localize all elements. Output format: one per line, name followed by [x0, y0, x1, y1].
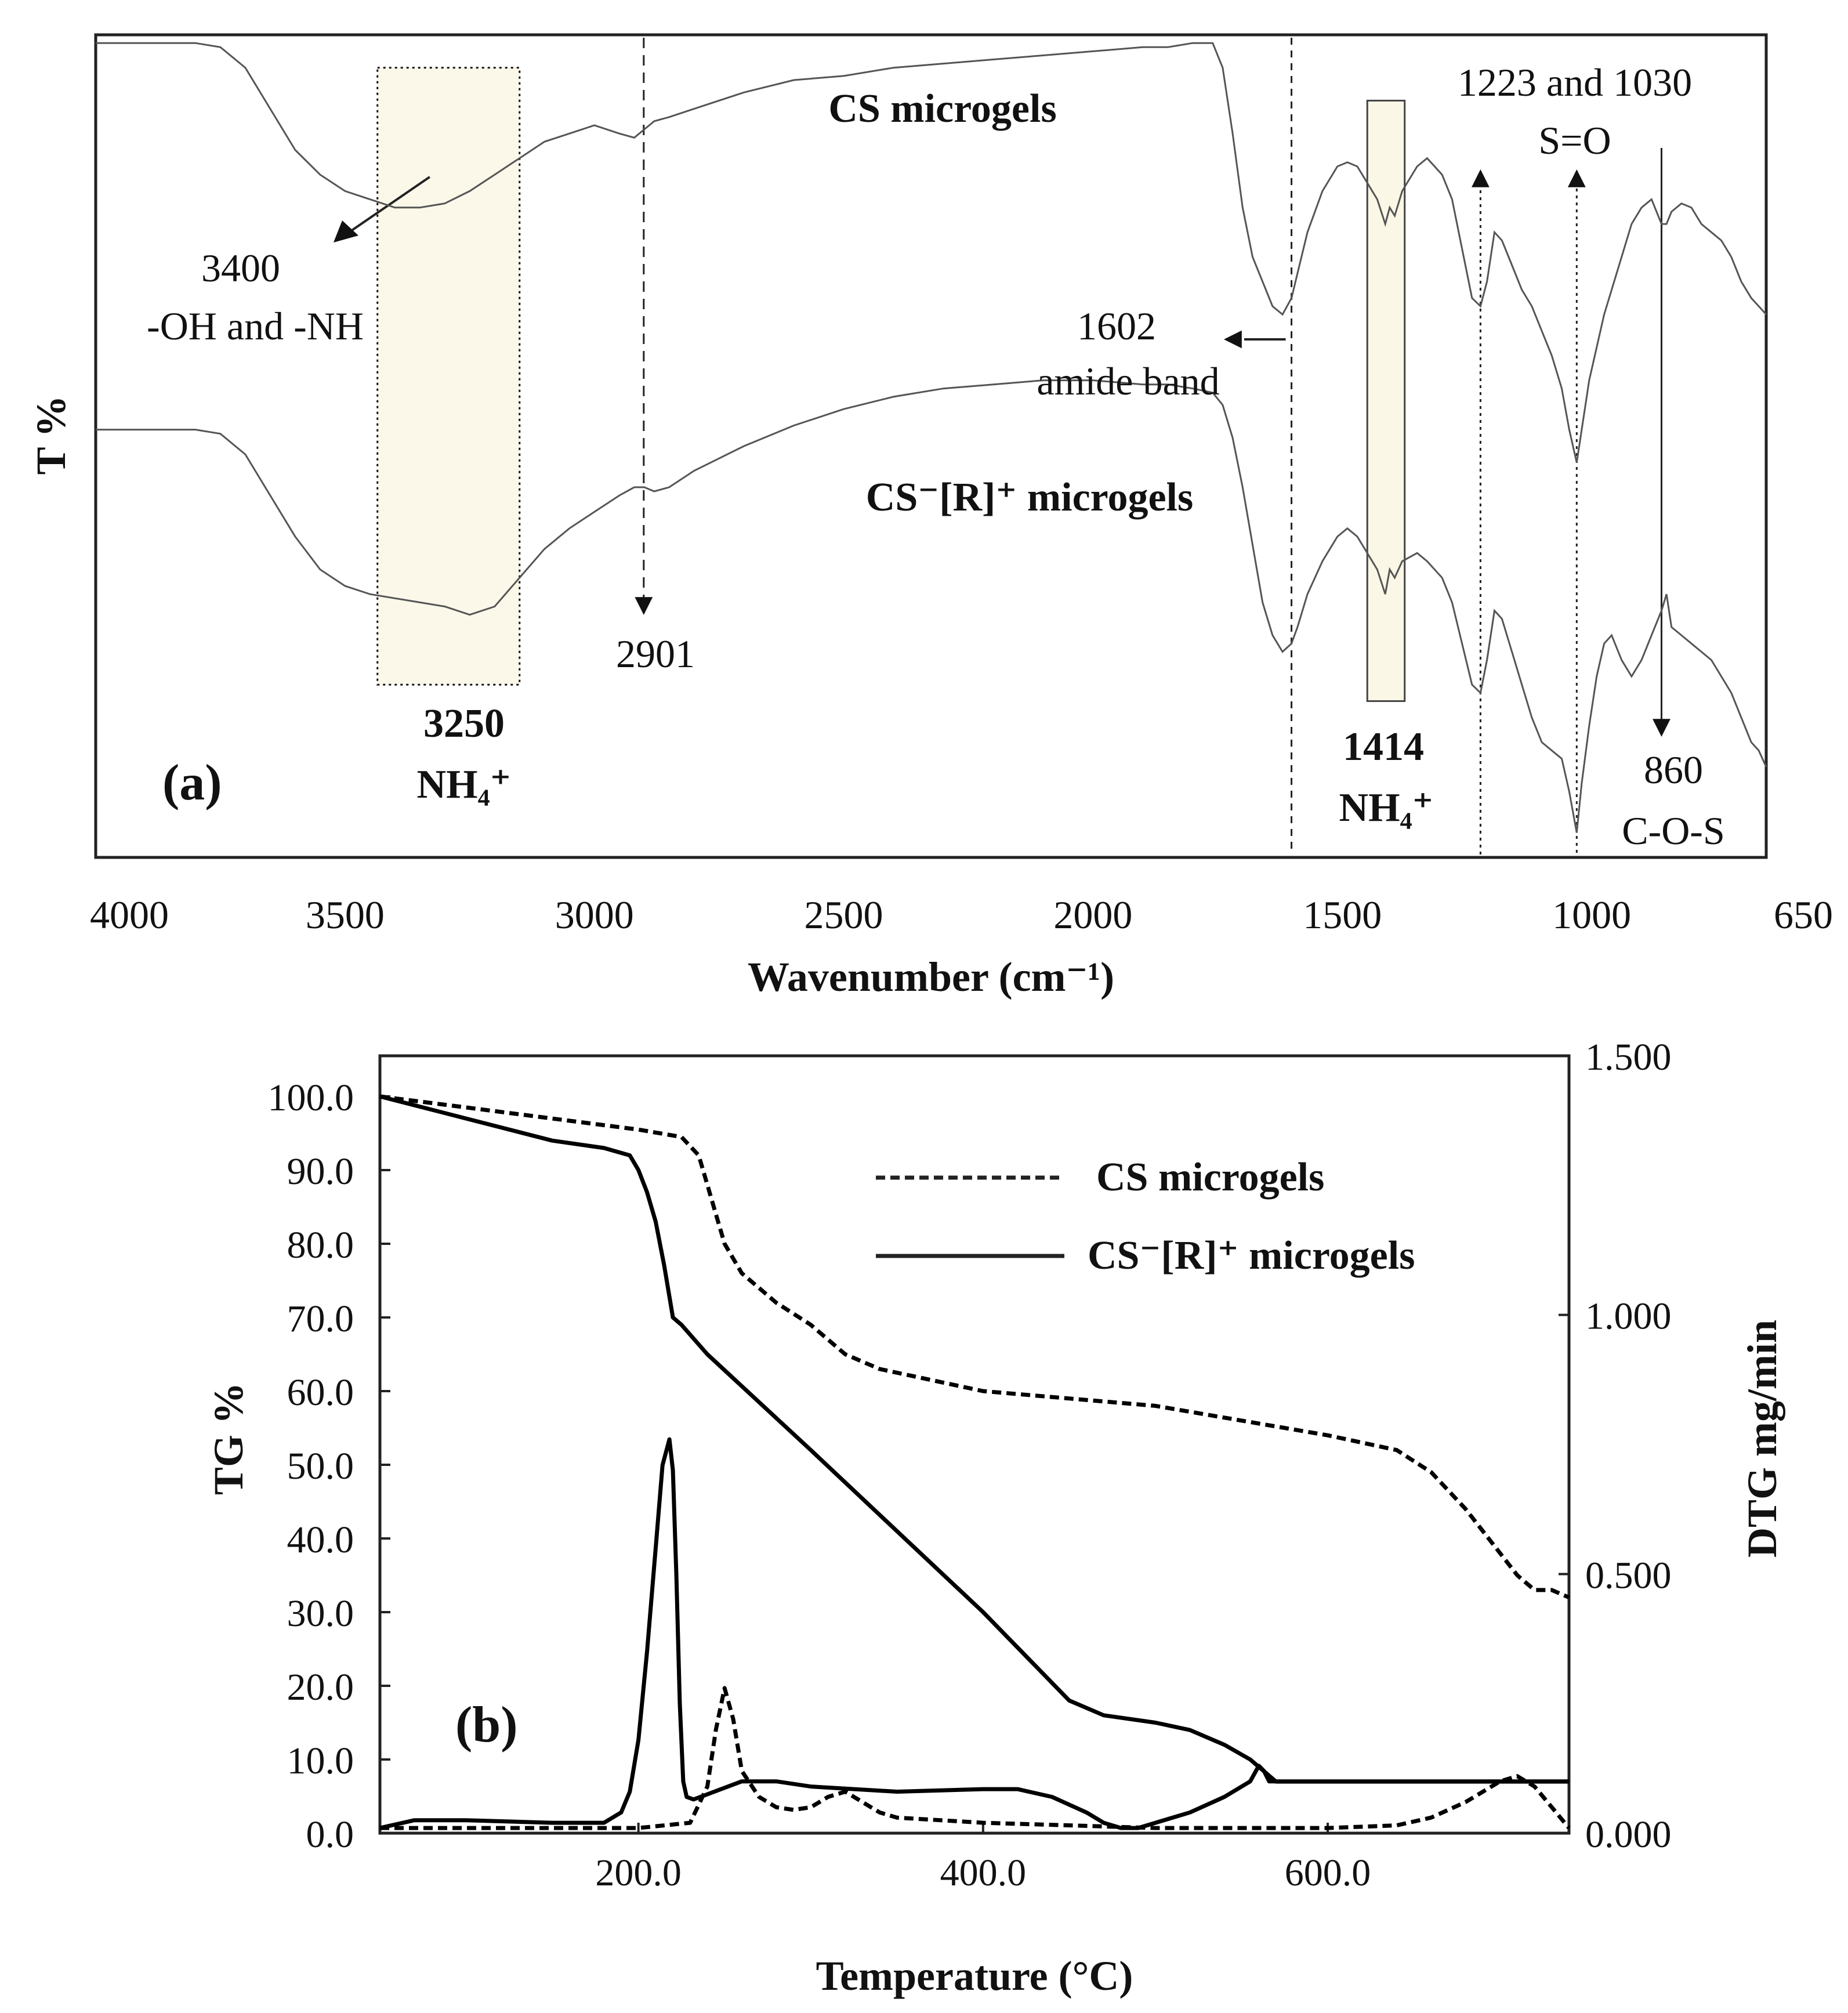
arrowhead-3400 — [334, 220, 358, 242]
panel-a-highlight-bands — [376, 67, 1406, 703]
panel-a-series — [96, 42, 1767, 833]
series-cs-r-microgels-tg — [379, 1094, 1569, 1784]
x-tick-label-b-200.0: 200.0 — [595, 1852, 682, 1894]
panel-b-series — [379, 1094, 1571, 1830]
panel-a-series-labels: CS microgels CS⁻[R]⁺ microgels — [828, 86, 1193, 520]
panel-b: 0.0 10.0 20.0 30.0 40.0 50.0 60.0 70.0 80.0 90.0 1… — [205, 1036, 1785, 1999]
annotation-1602-value: 1602 — [1077, 304, 1156, 348]
x-tick-label-a-1500: 1500 — [1303, 893, 1382, 937]
y-tick-label-right-1.000: 1.000 — [1585, 1295, 1672, 1338]
panel-a-label: (a) — [162, 755, 222, 811]
panel-b-label: (b) — [455, 1697, 518, 1753]
series-cs-microgels-dtg — [380, 1686, 1571, 1830]
x-tick-label-b-600.0: 600.0 — [1285, 1852, 1371, 1894]
y-tick-label-left-70.0: 70.0 — [287, 1298, 354, 1340]
annotation-1414-value: 1414 — [1343, 725, 1424, 769]
panel-b-axes: 0.0 10.0 20.0 30.0 40.0 50.0 60.0 70.0 80.0 90.0 1… — [268, 1036, 1672, 1894]
y-tick-label-left-0.0: 0.0 — [306, 1813, 354, 1856]
annotation-3400-label: -OH and -NH — [147, 304, 364, 348]
y-tick-label-left-60.0: 60.0 — [287, 1371, 354, 1414]
legend-label-cs-r-microgels: CS⁻[R]⁺ microgels — [1088, 1233, 1415, 1278]
annotation-1602-label: amide band — [1037, 359, 1219, 403]
x-tick-label-b-400.0: 400.0 — [940, 1852, 1027, 1894]
series-line-cs-r-microgels — [96, 379, 1767, 833]
panel-a-frame — [94, 33, 1768, 859]
series-cs-r-microgels-dtg — [379, 1437, 1569, 1830]
legend: CS microgels CS⁻[R]⁺ microgels — [876, 1155, 1415, 1278]
annotation-3250-value: 3250 — [423, 701, 505, 746]
annotation-860-value: 860 — [1644, 748, 1703, 792]
highlight-band-3250 — [376, 67, 521, 686]
series-line-cs-microgels — [96, 42, 1767, 463]
arrowhead-1602 — [1224, 330, 1242, 349]
y-tick-label-right-1.500: 1.500 — [1585, 1036, 1672, 1078]
annotation-3250-label: NH₄⁺ — [417, 762, 512, 807]
panel-a-annotations: 3400 -OH and -NH 3250 NH₄⁺ 2901 1602 amide ban… — [147, 60, 1725, 853]
annotation-860-label: C-O-S — [1622, 809, 1725, 853]
panel-a-x-ticks: 4000 3500 3000 2500 2000 1500 1000 650 — [90, 893, 1833, 937]
y-tick-label-left-50.0: 50.0 — [287, 1445, 354, 1487]
y-tick-label-left-100.0: 100.0 — [268, 1077, 354, 1119]
x-tick-label-a-3000: 3000 — [555, 893, 634, 937]
panel-a-x-axis-title: Wavenumber (cm⁻¹) — [748, 954, 1114, 1000]
y-tick-label-left-90.0: 90.0 — [287, 1150, 354, 1193]
x-tick-label-a-1000: 1000 — [1552, 893, 1631, 937]
annotation-3400-value: 3400 — [201, 246, 280, 290]
panel-b-x-axis-title: Temperature (°C) — [816, 1953, 1133, 1999]
x-tick-label-a-650: 650 — [1774, 893, 1833, 937]
arrowhead-1030 — [1567, 169, 1586, 187]
panel-b-frame — [378, 1054, 1571, 1835]
arrowhead-2901 — [635, 597, 653, 615]
y-tick-label-left-10.0: 10.0 — [287, 1740, 354, 1782]
series-label-cs-microgels: CS microgels — [828, 86, 1056, 131]
panel-a: CS microgels CS⁻[R]⁺ microgels 3400 -OH an… — [28, 33, 1833, 1000]
series-cs-microgels-tg — [379, 1094, 1570, 1599]
legend-label-cs-microgels: CS microgels — [1096, 1155, 1324, 1200]
annotation-2901-value: 2901 — [616, 632, 695, 676]
y-tick-label-right-0.500: 0.500 — [1585, 1554, 1672, 1596]
annotation-1223-1030-label: S=O — [1538, 118, 1611, 162]
y-tick-label-left-80.0: 80.0 — [287, 1224, 354, 1266]
panel-b-y-axis-title-right: DTG mg/min — [1739, 1320, 1785, 1558]
y-tick-label-left-20.0: 20.0 — [287, 1666, 354, 1708]
y-tick-label-left-30.0: 30.0 — [287, 1592, 354, 1635]
arrowhead-1223 — [1471, 169, 1490, 187]
panel-b-y-axis-title-left: TG % — [205, 1382, 252, 1495]
panel-a-guide-lines — [334, 38, 1671, 855]
annotation-1414-label: NH₄⁺ — [1339, 785, 1434, 830]
panel-a-y-axis-title: T % — [28, 396, 74, 475]
series-label-cs-r-microgels: CS⁻[R]⁺ microgels — [866, 475, 1193, 520]
y-tick-label-left-40.0: 40.0 — [287, 1519, 354, 1561]
x-tick-label-a-2000: 2000 — [1053, 893, 1132, 937]
panel-a-x-axis-title-text: Wavenumber (cm⁻¹) — [748, 954, 1114, 1000]
arrowhead-860 — [1653, 719, 1671, 737]
y-tick-label-right-0.000: 0.000 — [1585, 1813, 1672, 1856]
x-tick-label-a-4000: 4000 — [90, 893, 169, 937]
x-tick-label-a-3500: 3500 — [306, 893, 385, 937]
annotation-1223-1030-value: 1223 and 1030 — [1458, 60, 1692, 104]
x-tick-label-a-2500: 2500 — [805, 893, 883, 937]
